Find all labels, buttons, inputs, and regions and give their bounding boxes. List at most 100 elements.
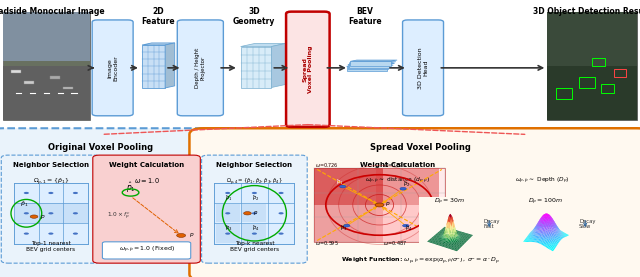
Title: $D_p=100m$: $D_p=100m$	[528, 197, 563, 207]
Bar	[556, 88, 572, 99]
Text: Weight Calculation: Weight Calculation	[109, 162, 184, 168]
Text: $\hat{p}_3$: $\hat{p}_3$	[340, 223, 348, 232]
Text: Image
Encoder: Image Encoder	[108, 55, 118, 81]
Bar	[14, 203, 88, 224]
FancyBboxPatch shape	[202, 155, 307, 263]
Text: Roadside Monocular Image: Roadside Monocular Image	[0, 7, 105, 16]
Text: Decay
Slow: Decay Slow	[579, 219, 596, 229]
Circle shape	[73, 232, 78, 235]
Text: $p$: $p$	[40, 213, 46, 220]
Text: Spread
Voxel Pooling: Spread Voxel Pooling	[303, 45, 313, 93]
Circle shape	[225, 232, 230, 235]
Polygon shape	[349, 62, 396, 63]
Text: Original Voxel Pooling: Original Voxel Pooling	[48, 143, 154, 152]
Bar	[3, 12, 90, 61]
Bar	[348, 65, 388, 69]
Bar	[14, 183, 88, 244]
Polygon shape	[165, 43, 175, 88]
Text: $\hat{p}_4$: $\hat{p}_4$	[252, 223, 259, 232]
Text: $p$: $p$	[385, 200, 391, 208]
Bar	[314, 168, 445, 242]
Bar	[314, 168, 383, 205]
Text: $p$: $p$	[189, 232, 195, 239]
Bar	[547, 12, 637, 66]
Text: 3D Detection
Head: 3D Detection Head	[418, 47, 428, 89]
Text: $\hat{p}_3$: $\hat{p}_3$	[225, 223, 233, 232]
Text: 3D
Geometry: 3D Geometry	[233, 7, 275, 26]
Circle shape	[244, 212, 252, 215]
Bar	[243, 204, 266, 222]
Circle shape	[177, 234, 186, 237]
FancyBboxPatch shape	[93, 155, 200, 263]
Text: $p$: $p$	[253, 209, 259, 217]
Circle shape	[225, 212, 230, 214]
Bar	[547, 12, 637, 120]
FancyBboxPatch shape	[102, 242, 191, 259]
Text: Top-k nearest
BEV grid centers: Top-k nearest BEV grid centers	[230, 241, 279, 252]
Polygon shape	[142, 43, 175, 45]
Circle shape	[252, 232, 257, 235]
Text: $\omega_{p,\hat{p}}\sim$ distance $(d_{p,\hat{p}})$: $\omega_{p,\hat{p}}\sim$ distance $(d_{p…	[365, 176, 431, 186]
Bar	[314, 205, 383, 242]
Bar	[24, 81, 35, 84]
Circle shape	[278, 192, 284, 194]
Bar	[351, 61, 390, 66]
Circle shape	[375, 203, 384, 207]
FancyBboxPatch shape	[92, 20, 133, 116]
Text: Weight Calculation: Weight Calculation	[360, 162, 435, 168]
Bar	[216, 204, 240, 222]
Circle shape	[30, 215, 38, 218]
Text: Spread Voxel Pooling: Spread Voxel Pooling	[370, 143, 470, 152]
Text: $\omega_{p,\hat{p}}\sim$ Depth $(D_p)$: $\omega_{p,\hat{p}}\sim$ Depth $(D_p)$	[515, 176, 569, 186]
Text: $\hat{p}_1$: $\hat{p}_1$	[225, 193, 233, 203]
FancyBboxPatch shape	[403, 20, 444, 116]
FancyBboxPatch shape	[1, 155, 100, 263]
Text: $\hat{p}_2$: $\hat{p}_2$	[403, 179, 410, 189]
Text: $\hat{p}_4$: $\hat{p}_4$	[405, 223, 413, 232]
Text: $\Omega_{p,1}=\{\hat{p}_1\}$: $\Omega_{p,1}=\{\hat{p}_1\}$	[33, 176, 69, 187]
Bar	[243, 224, 266, 243]
Polygon shape	[351, 60, 397, 61]
Bar	[50, 76, 60, 79]
Text: $\omega\!=\!0.595$: $\omega\!=\!0.595$	[316, 239, 339, 247]
Text: $\omega\!=\!0.487$: $\omega\!=\!0.487$	[383, 239, 406, 247]
Text: $\Omega_{p,4}=\{\hat{p}_1,\hat{p}_2,\hat{p}_3,\hat{p}_4\}$: $\Omega_{p,4}=\{\hat{p}_1,\hat{p}_2,\hat…	[226, 176, 283, 187]
Bar	[214, 183, 294, 244]
Bar	[3, 66, 90, 120]
Bar	[547, 66, 637, 120]
Polygon shape	[271, 43, 285, 88]
Circle shape	[278, 212, 284, 214]
Circle shape	[340, 185, 346, 188]
Text: $1.0\times f_p^c$: $1.0\times f_p^c$	[107, 210, 130, 220]
Circle shape	[73, 192, 78, 194]
Text: BEV
Feature: BEV Feature	[348, 7, 381, 26]
Text: 2D
Feature: 2D Feature	[141, 7, 175, 26]
Circle shape	[400, 187, 406, 190]
Circle shape	[24, 192, 29, 194]
Bar	[579, 77, 595, 88]
Title: $D_p=30m$: $D_p=30m$	[434, 197, 465, 207]
Polygon shape	[241, 43, 285, 47]
Circle shape	[252, 192, 257, 194]
Text: $\hat{p}_1$: $\hat{p}_1$	[125, 181, 136, 195]
Bar	[142, 45, 165, 88]
Circle shape	[225, 192, 230, 194]
Text: Weight Function: $\omega_{p,\hat{p}}=\exp(d_{p,\hat{p}}/\sigma^2),\ \sigma^2=\al: Weight Function: $\omega_{p,\hat{p}}=\ex…	[340, 254, 500, 266]
Circle shape	[49, 192, 54, 194]
Text: $\omega_{p,\hat{p}}=1.0$ (Fixed): $\omega_{p,\hat{p}}=1.0$ (Fixed)	[118, 245, 175, 255]
FancyBboxPatch shape	[189, 128, 640, 277]
Polygon shape	[347, 65, 393, 66]
Polygon shape	[348, 63, 394, 65]
Bar	[349, 63, 390, 68]
Bar	[63, 87, 73, 89]
Bar	[614, 69, 626, 77]
Circle shape	[278, 232, 284, 235]
FancyBboxPatch shape	[286, 12, 330, 127]
Circle shape	[344, 224, 350, 227]
Text: Neighbor Selection: Neighbor Selection	[216, 162, 292, 168]
Bar	[241, 47, 271, 88]
Bar	[601, 84, 614, 94]
Text: Decay
Fast: Decay Fast	[483, 219, 500, 229]
Text: $\omega\!=\!0.726$: $\omega\!=\!0.726$	[316, 161, 339, 169]
Circle shape	[24, 232, 29, 235]
